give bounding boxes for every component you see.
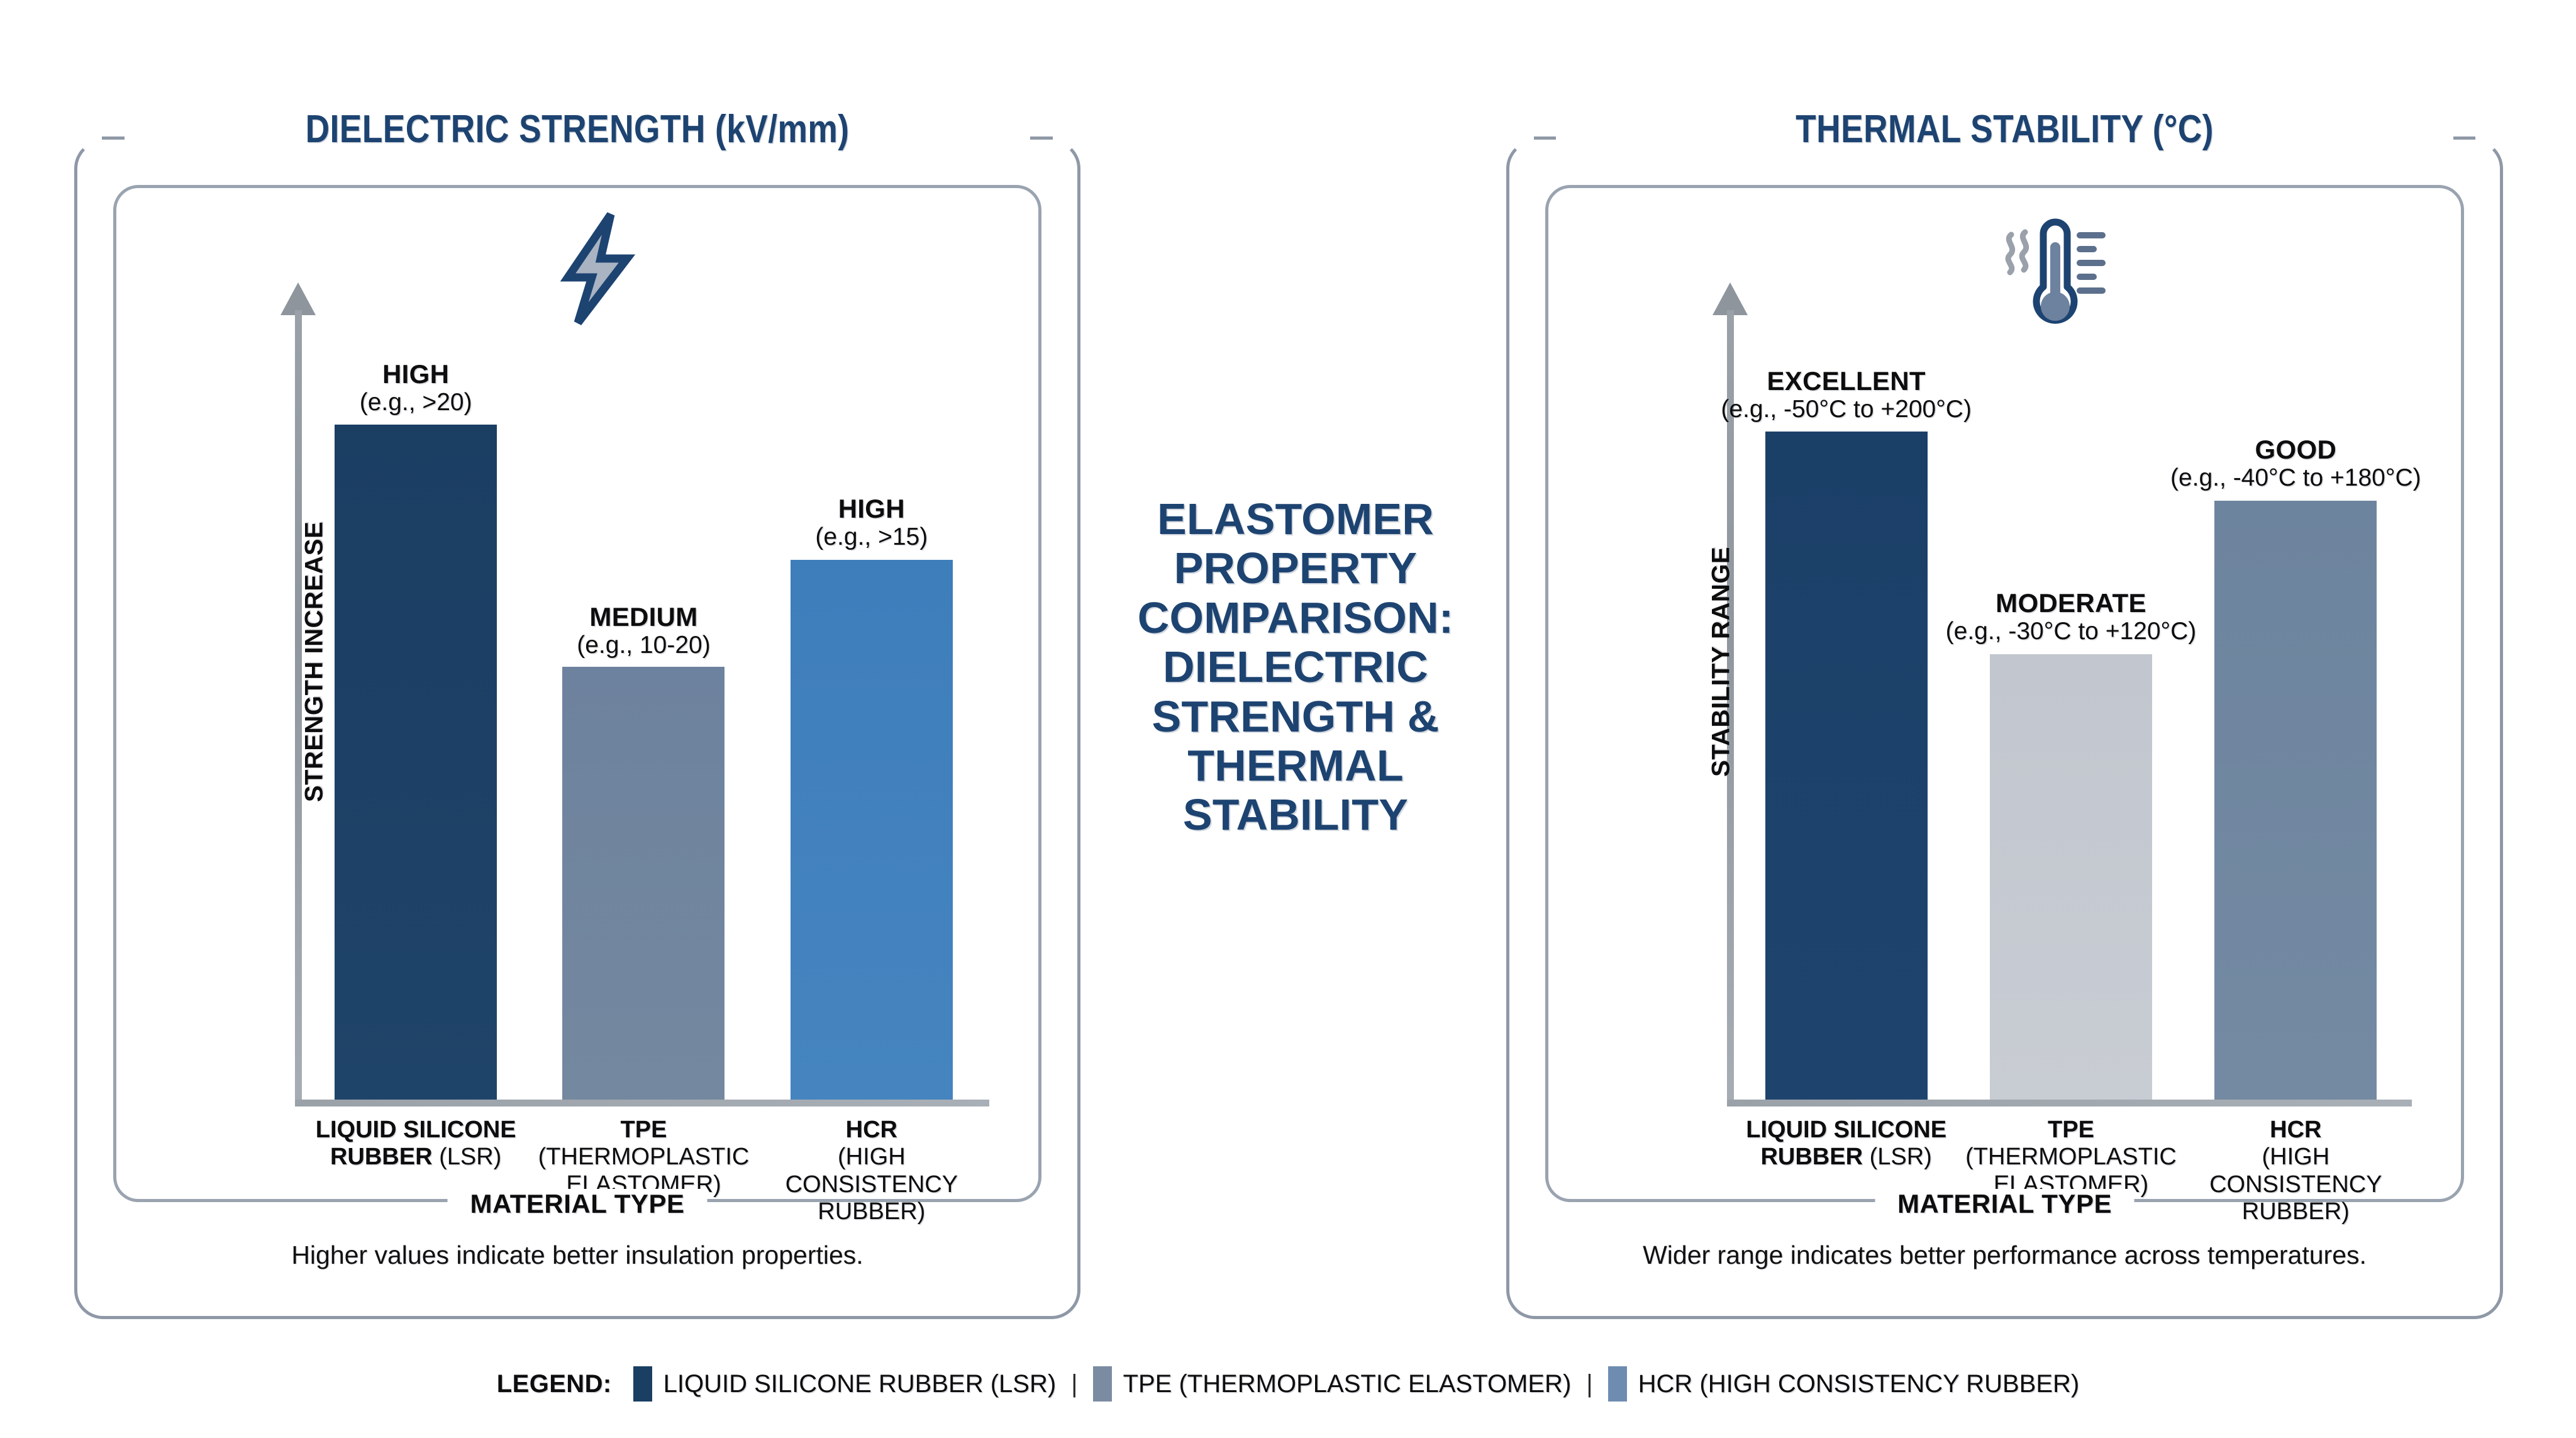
panel-outer-frame [1506, 140, 2503, 1319]
legend-swatch-hcr [1607, 1366, 1627, 1402]
lightning-bolt-icon [557, 212, 638, 328]
bar-group-dielectric: HIGH (e.g., >20) MEDIUM (e.g., 10-20) [302, 282, 985, 1100]
x-label-hcr: HCR (HIGH CONSISTENCY RUBBER) [2209, 1117, 2382, 1225]
y-axis-arrowhead [280, 282, 316, 315]
bar-lsr-thermal [1765, 432, 1928, 1100]
bar-label-lsr: EXCELLENT (e.g., -50°C to +200°C) [1721, 366, 1972, 423]
panel-title-dielectric: DIELECTRIC STRENGTH (kV/mm) [305, 108, 850, 151]
legend-separator: | [1586, 1369, 1593, 1398]
legend-item-lsr: LIQUID SILICONE RUBBER (LSR) [633, 1366, 1057, 1402]
bar-slot-hcr: GOOD (e.g., -40°C to +180°C) [2170, 282, 2421, 1100]
bar-lsr-dielectric [335, 425, 497, 1100]
outer-frame-top-stub-left [102, 137, 125, 140]
y-axis-arrow [1713, 282, 1748, 1106]
panel-note-dielectric: Higher values indicate better insulation… [291, 1240, 863, 1269]
y-axis-shaft [1727, 310, 1734, 1106]
x-axis-tick-labels: LIQUID SILICONE RUBBER (LSR) TPE (THERMO… [302, 1117, 985, 1225]
bar-slot-tpe: MODERATE (e.g., -30°C to +120°C) [1946, 282, 2196, 1100]
bar-tpe-dielectric [562, 667, 725, 1100]
y-axis-shaft [295, 310, 302, 1106]
outer-frame-top-stub-right [1030, 137, 1053, 140]
y-axis-arrowhead [1713, 282, 1748, 315]
plot-area-dielectric: STRENGTH INCREASE HIGH (e.g., >20) MEDIU… [211, 282, 989, 1225]
bar-tpe-thermal [1989, 654, 2152, 1100]
x-axis-title-material-type: MATERIAL TYPE [447, 1189, 708, 1219]
panel-outer-frame [74, 140, 1080, 1319]
x-axis-baseline [295, 1100, 989, 1106]
x-axis-title-material-type: MATERIAL TYPE [1875, 1189, 2135, 1219]
legend-text-hcr: HCR (HIGH CONSISTENCY RUBBER) [1638, 1369, 2080, 1398]
legend: LEGEND: LIQUID SILICONE RUBBER (LSR) | T… [0, 1366, 2576, 1402]
panel-dielectric-strength: DIELECTRIC STRENGTH (kV/mm) STRENGTH INC… [74, 108, 1080, 1319]
panel-note-thermal: Wider range indicates better performance… [1643, 1240, 2367, 1269]
legend-item-hcr: HCR (HIGH CONSISTENCY RUBBER) [1607, 1366, 2080, 1402]
page-title: ELASTOMER PROPERTY COMPARISON: DIELECTRI… [1137, 494, 1454, 840]
bar-slot-tpe: MEDIUM (e.g., 10-20) [530, 282, 757, 1100]
thermometer-icon [2001, 213, 2108, 336]
bar-hcr-dielectric [790, 560, 953, 1100]
bar-label-tpe: MODERATE (e.g., -30°C to +120°C) [1945, 588, 2197, 645]
bar-hcr-thermal [2214, 501, 2377, 1100]
x-label-lsr: LIQUID SILICONE RUBBER (LSR) [1746, 1117, 1947, 1171]
bar-label-hcr: GOOD (e.g., -40°C to +180°C) [2170, 435, 2421, 492]
x-axis-baseline [1727, 1100, 2412, 1106]
y-axis-arrow [280, 282, 316, 1106]
bar-group-thermal: EXCELLENT (e.g., -50°C to +200°C) MODERA… [1721, 282, 2421, 1100]
bar-slot-hcr: HIGH (e.g., >15) [758, 282, 985, 1100]
bar-slot-lsr: EXCELLENT (e.g., -50°C to +200°C) [1721, 282, 1972, 1100]
x-label-lsr: LIQUID SILICONE RUBBER (LSR) [315, 1117, 516, 1171]
legend-text-tpe: TPE (THERMOPLASTIC ELASTOMER) [1123, 1369, 1572, 1398]
y-axis-label-stability: STABILITY RANGE [1707, 546, 1735, 777]
bar-label-hcr: HIGH (e.g., >15) [815, 494, 928, 551]
x-label-hcr: HCR (HIGH CONSISTENCY RUBBER) [785, 1117, 958, 1225]
outer-frame-top-stub-right [2453, 137, 2475, 140]
legend-swatch-lsr [633, 1366, 652, 1402]
legend-label: LEGEND: [496, 1369, 612, 1398]
panel-inner-frame: STRENGTH INCREASE HIGH (e.g., >20) MEDIU… [113, 185, 1041, 1225]
plot-area-thermal: STABILITY RANGE EXCELLENT (e.g., -50°C t… [1643, 282, 2421, 1225]
bar-label-tpe: MEDIUM (e.g., 10-20) [577, 602, 711, 659]
legend-swatch-tpe [1092, 1366, 1112, 1402]
panel-title-thermal: THERMAL STABILITY (°C) [1796, 108, 2214, 151]
bar-slot-lsr: HIGH (e.g., >20) [302, 282, 530, 1100]
legend-item-tpe: TPE (THERMOPLASTIC ELASTOMER) [1092, 1366, 1572, 1402]
outer-frame-top-stub-left [1534, 137, 1556, 140]
bar-label-lsr: HIGH (e.g., >20) [359, 359, 472, 416]
legend-text-lsr: LIQUID SILICONE RUBBER (LSR) [663, 1369, 1057, 1398]
panel-thermal-stability: THERMAL STABILITY (°C) [1506, 108, 2503, 1319]
legend-separator: | [1071, 1369, 1078, 1398]
panel-inner-frame: STABILITY RANGE EXCELLENT (e.g., -50°C t… [1545, 185, 2464, 1225]
